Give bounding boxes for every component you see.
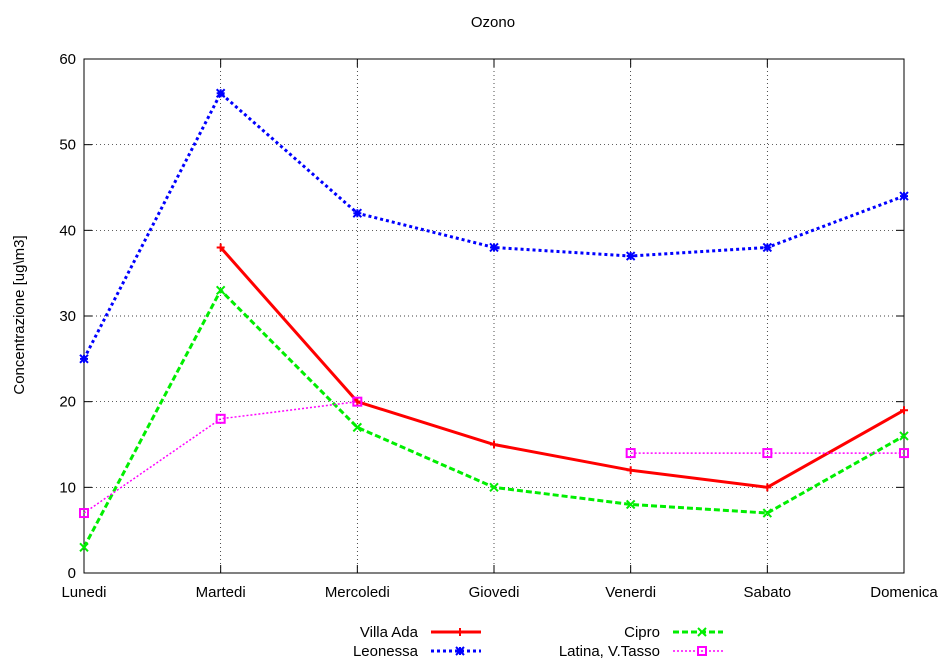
data-point xyxy=(762,508,773,518)
data-point xyxy=(626,466,635,475)
legend-item: Leonessa xyxy=(353,643,481,660)
y-tick-label: 10 xyxy=(59,479,76,496)
legend-item: Villa Ada xyxy=(360,624,481,641)
y-axis-label: Concentrazione [ug\m3] xyxy=(11,235,28,394)
data-point xyxy=(697,627,707,637)
x-tick-label: Domenica xyxy=(870,584,938,601)
data-point xyxy=(215,285,226,296)
data-point xyxy=(456,628,464,636)
legend-item: Latina, V.Tasso xyxy=(559,643,723,660)
data-point xyxy=(900,406,908,415)
legend: Villa Ada Cipro Leonessa Latina, V.Tasso xyxy=(353,624,723,660)
series-line xyxy=(82,287,905,549)
data-point xyxy=(697,646,707,656)
x-tick-label: Lunedi xyxy=(61,584,106,601)
series-cipro xyxy=(79,285,909,553)
y-tick-label: 0 xyxy=(68,565,76,582)
data-point xyxy=(216,243,225,252)
series-leonessa xyxy=(79,88,909,364)
y-tick-label: 20 xyxy=(59,394,76,411)
data-point xyxy=(762,448,773,459)
data-point xyxy=(762,242,773,253)
data-point xyxy=(489,242,499,253)
y-tick-label: 30 xyxy=(59,308,76,325)
x-tick-label: Venerdi xyxy=(605,584,656,601)
data-point xyxy=(899,431,909,441)
data-point xyxy=(625,499,636,510)
data-point xyxy=(352,422,363,433)
data-point xyxy=(215,88,226,98)
series-latina-v-tasso xyxy=(79,396,909,519)
data-point xyxy=(215,413,226,424)
series-layer xyxy=(79,88,909,553)
series-line xyxy=(82,90,905,360)
data-point xyxy=(352,396,363,407)
chart-title: Ozono xyxy=(471,14,515,31)
legend-label: Leonessa xyxy=(353,643,419,660)
x-tick-label: Mercoledi xyxy=(325,584,390,601)
series-villa-ada xyxy=(216,243,908,492)
data-point xyxy=(763,483,772,492)
axes: 0 10 20 30 40 50 60 Lunedi Martedi Mercoledi Giove… xyxy=(59,51,938,601)
data-point xyxy=(625,448,636,459)
x-tick-label: Giovedi xyxy=(469,584,520,601)
grid xyxy=(84,59,904,573)
y-tick-label: 60 xyxy=(59,51,76,68)
data-point xyxy=(490,440,498,449)
y-tick-label: 50 xyxy=(59,137,76,154)
x-tick-label: Sabato xyxy=(744,584,792,601)
data-point xyxy=(79,542,89,553)
data-point xyxy=(899,448,909,459)
data-point xyxy=(489,482,499,493)
data-point xyxy=(625,251,636,261)
legend-label: Cipro xyxy=(624,624,660,641)
data-point xyxy=(352,208,363,218)
legend-item: Cipro xyxy=(624,624,723,641)
series-line xyxy=(219,246,905,489)
legend-label: Latina, V.Tasso xyxy=(559,643,660,660)
series-line xyxy=(83,400,358,514)
data-point xyxy=(455,646,465,656)
x-tick-label: Martedi xyxy=(196,584,246,601)
data-point xyxy=(899,191,909,201)
data-point xyxy=(79,508,89,519)
data-point xyxy=(79,354,89,364)
legend-label: Villa Ada xyxy=(360,624,419,641)
y-tick-label: 40 xyxy=(59,222,76,239)
